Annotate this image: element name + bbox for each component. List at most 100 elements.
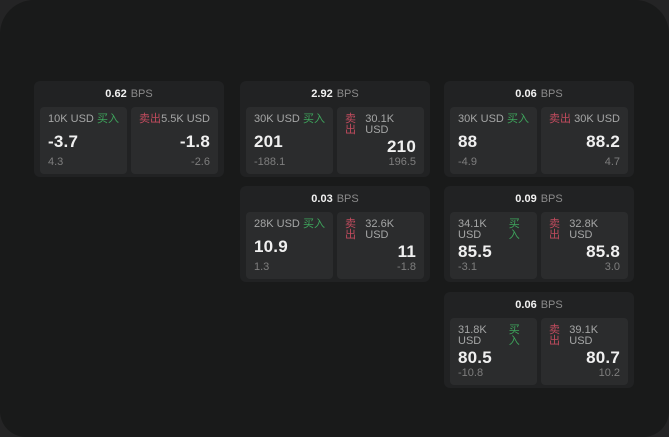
sell-pane-top: 卖出 32.8K USD [549,219,620,241]
buy-pane-top: 31.8K USD 买入 [458,325,529,347]
buy-price: 80.5 [458,348,492,367]
sell-pane-top: 卖出 30.1K USD [345,114,416,136]
buy-amount: 30K USD [254,113,300,125]
sell-pane-top: 卖出 30K USD [549,114,620,125]
card-body: 34.1K USD 买入 85.5 -3.1 卖出 32.8K USD 85.8… [444,212,634,279]
sell-sub-value: 4.7 [604,156,620,168]
sell-price: 11 [397,242,416,261]
bps-value: 0.06 [515,87,537,100]
buy-price: -3.7 [48,131,79,151]
bps-value: 2.92 [311,87,333,100]
buy-sub-value: 4.3 [48,156,64,168]
sell-pane-top: 卖出 5.5K USD [139,114,210,125]
buy-pane-top: 28K USD 买入 [254,219,325,230]
quote-card: 0.62 BPS 10K USD 买入 -3.7 4.3 卖出 5.5K USD… [34,81,224,177]
sell-price: 210 [387,137,416,156]
buy-sub-value: 1.3 [254,261,270,273]
sell-side-label: 卖出 [345,218,356,241]
bps-unit-label: BPS [540,87,563,100]
sell-pane-top: 卖出 32.6K USD [345,219,416,241]
buy-pane[interactable]: 34.1K USD 买入 85.5 -3.1 [450,212,537,279]
sell-pane[interactable]: 卖出 30K USD 88.2 4.7 [541,107,628,174]
bps-unit-label: BPS [540,192,563,205]
buy-side-label: 买入 [508,324,520,347]
card-body: 31.8K USD 买入 80.5 -10.8 卖出 39.1K USD 80.… [444,318,634,385]
buy-pane[interactable]: 28K USD 买入 10.9 1.3 [246,212,333,279]
bps-value: 0.06 [515,298,537,311]
sell-pane[interactable]: 卖出 32.6K USD 11 -1.8 [337,212,424,279]
sell-pane[interactable]: 卖出 5.5K USD -1.8 -2.6 [131,107,218,174]
buy-sub-value: -4.9 [458,156,477,168]
buy-pane-top: 34.1K USD 买入 [458,219,529,241]
quote-card: 0.06 BPS 31.8K USD 买入 80.5 -10.8 卖出 39.1… [444,292,634,388]
quote-card: 2.92 BPS 30K USD 买入 201 -188.1 卖出 30.1K … [240,81,430,177]
buy-pane[interactable]: 10K USD 买入 -3.7 4.3 [40,107,127,174]
sell-amount: 5.5K USD [161,113,210,125]
buy-price: 85.5 [458,242,492,261]
sell-side-label: 卖出 [139,113,161,125]
buy-pane-top: 30K USD 买入 [458,114,529,125]
card-body: 28K USD 买入 10.9 1.3 卖出 32.6K USD 11 -1.8 [240,212,430,279]
bps-unit-label: BPS [336,87,359,100]
sell-amount: 30K USD [574,113,620,125]
card-header: 2.92 BPS [240,81,430,107]
buy-sub-value: -10.8 [458,367,484,379]
buy-side-label: 买入 [97,113,119,125]
sell-sub-value: -2.6 [191,156,210,168]
card-body: 10K USD 买入 -3.7 4.3 卖出 5.5K USD -1.8 -2.… [34,107,224,174]
sell-price: 88.2 [586,131,620,151]
card-header: 0.03 BPS [240,186,430,212]
buy-price: 10.9 [254,236,288,256]
card-body: 30K USD 买入 201 -188.1 卖出 30.1K USD 210 1… [240,107,430,174]
bps-unit-label: BPS [336,192,359,205]
buy-pane-top: 30K USD 买入 [254,114,325,125]
buy-side-label: 买入 [508,218,520,241]
sell-sub-value: 10.2 [598,367,620,379]
buy-amount: 34.1K USD [458,218,487,241]
buy-pane[interactable]: 30K USD 买入 88 -4.9 [450,107,537,174]
card-body: 30K USD 买入 88 -4.9 卖出 30K USD 88.2 4.7 [444,107,634,174]
bps-value: 0.03 [311,192,333,205]
card-header: 0.06 BPS [444,81,634,107]
buy-amount: 31.8K USD [458,324,487,347]
buy-amount: 10K USD [48,113,94,125]
buy-pane-top: 10K USD 买入 [48,114,119,125]
sell-side-label: 卖出 [549,324,560,347]
sell-sub-value: 196.5 [388,156,416,168]
sell-price: -1.8 [179,131,210,151]
buy-sub-value: -3.1 [458,261,477,273]
sell-price: 85.8 [586,242,620,261]
buy-sub-value: -188.1 [254,156,286,168]
card-header: 0.62 BPS [34,81,224,107]
sell-amount: 39.1K USD [569,324,599,347]
buy-amount: 30K USD [458,113,504,125]
sell-pane[interactable]: 卖出 32.8K USD 85.8 3.0 [541,212,628,279]
sell-amount: 32.6K USD [365,218,395,241]
quote-card: 0.06 BPS 30K USD 买入 88 -4.9 卖出 30K USD 8… [444,81,634,177]
bps-unit-label: BPS [540,298,563,311]
sell-side-label: 卖出 [549,218,560,241]
sell-pane-top: 卖出 39.1K USD [549,325,620,347]
buy-pane[interactable]: 30K USD 买入 201 -188.1 [246,107,333,174]
buy-amount: 28K USD [254,218,300,230]
bps-value: 0.62 [105,87,127,100]
buy-pane[interactable]: 31.8K USD 买入 80.5 -10.8 [450,318,537,385]
sell-pane[interactable]: 卖出 30.1K USD 210 196.5 [337,107,424,174]
sell-amount: 32.8K USD [569,218,599,241]
bps-unit-label: BPS [130,87,153,100]
quote-card: 0.09 BPS 34.1K USD 买入 85.5 -3.1 卖出 32.8K… [444,186,634,282]
sell-side-label: 卖出 [345,113,356,136]
buy-price: 201 [254,131,283,151]
buy-side-label: 买入 [303,218,325,230]
quote-card: 0.03 BPS 28K USD 买入 10.9 1.3 卖出 32.6K US… [240,186,430,282]
buy-side-label: 买入 [303,113,325,125]
sell-pane[interactable]: 卖出 39.1K USD 80.7 10.2 [541,318,628,385]
sell-amount: 30.1K USD [365,113,395,136]
buy-side-label: 买入 [507,113,529,125]
card-header: 0.06 BPS [444,292,634,318]
sell-sub-value: 3.0 [604,261,620,273]
sell-price: 80.7 [586,348,620,367]
buy-price: 88 [458,131,478,151]
card-header: 0.09 BPS [444,186,634,212]
